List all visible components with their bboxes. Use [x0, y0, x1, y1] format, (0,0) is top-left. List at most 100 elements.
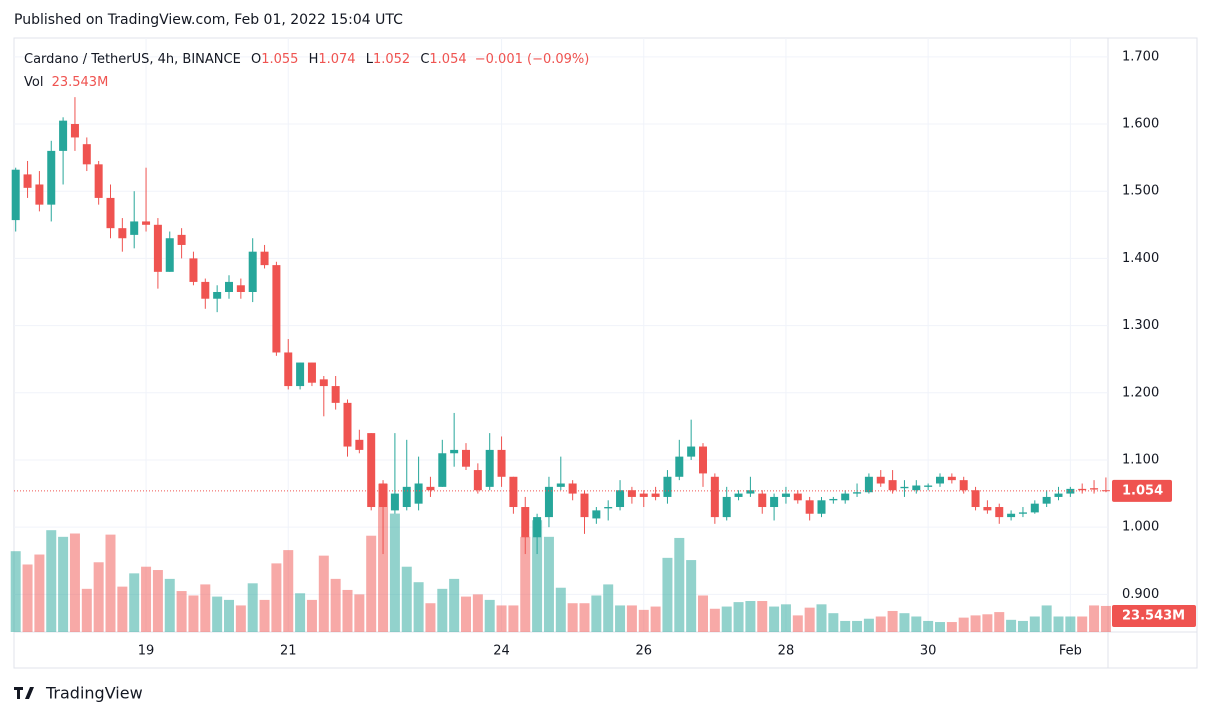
legend-line: Cardano / TetherUS, 4h, BINANCE O1.055 H…: [24, 52, 589, 67]
candle-body: [853, 492, 862, 494]
candle-body: [592, 510, 601, 519]
candle-body: [11, 169, 20, 221]
candle-body: [604, 507, 613, 509]
volume-bar: [615, 605, 626, 632]
volume-bar: [935, 622, 945, 632]
candle-body: [1090, 488, 1099, 490]
x-tick-label: 26: [635, 644, 652, 659]
candle-body: [675, 456, 684, 477]
volume-bar: [259, 599, 270, 632]
candle-body: [924, 485, 933, 487]
legend-o: O: [251, 52, 261, 67]
candle-body: [770, 496, 779, 508]
candle-body: [473, 470, 482, 491]
candle-body: [94, 164, 103, 198]
volume-bar: [1029, 616, 1040, 632]
chart-frame: [13, 37, 1198, 669]
volume-bar: [461, 596, 471, 632]
volume-bar: [413, 582, 424, 632]
volume-bar: [472, 594, 483, 632]
volume-bar: [816, 604, 827, 632]
candle-body: [390, 493, 399, 511]
candle-body: [35, 184, 44, 205]
candle-body: [438, 453, 447, 487]
volume-bar: [318, 555, 329, 632]
candle-body: [355, 439, 364, 450]
candle-body: [260, 251, 269, 266]
candle-body: [580, 493, 589, 518]
volume-bar: [555, 587, 566, 632]
candle-body: [70, 124, 79, 138]
legend-high: 1.074: [318, 52, 355, 67]
y-tick-label: 1.400: [1122, 251, 1159, 266]
candle-body: [521, 507, 530, 538]
volume-bar: [306, 599, 317, 632]
volume-bar: [1041, 605, 1052, 632]
volume-bar: [105, 534, 116, 632]
volume-bar: [532, 520, 543, 632]
candle-body: [307, 362, 316, 383]
candle-body: [142, 221, 151, 225]
volume-bar: [141, 566, 152, 632]
legend-symbol: Cardano / TetherUS, 4h, BINANCE: [24, 52, 241, 67]
volume-bar: [638, 609, 649, 632]
volume-bar: [93, 562, 104, 632]
volume-bar: [579, 603, 590, 632]
volume-bar: [10, 551, 21, 632]
volume-bar: [366, 535, 377, 632]
volume-bar: [982, 614, 993, 632]
volume-bar: [650, 606, 661, 632]
volume-bar: [283, 550, 294, 632]
legend-open: 1.055: [261, 52, 298, 67]
volume-bar: [745, 601, 756, 632]
candle-body: [402, 486, 411, 508]
candle-body: [47, 150, 56, 205]
legend-vol-value: 23.543M: [52, 75, 109, 90]
candle-body: [343, 402, 352, 447]
volume-bar: [496, 605, 507, 632]
volume-bar: [686, 560, 697, 632]
volume-bar: [1089, 605, 1100, 632]
candle-body: [936, 476, 944, 484]
volume-bar: [425, 603, 436, 632]
candle-body: [284, 352, 293, 387]
candle-body: [213, 291, 222, 299]
volume-bar: [81, 588, 92, 632]
x-tick-label: 19: [138, 644, 155, 659]
candle-body: [1042, 496, 1051, 504]
candle-body: [509, 476, 518, 508]
candle-body: [746, 490, 755, 494]
x-tick-label: 24: [493, 644, 510, 659]
volume-bar: [164, 578, 175, 632]
candle-body: [568, 483, 577, 494]
last-price-badge: [1112, 479, 1172, 502]
candle-body: [177, 234, 186, 245]
candle-body: [331, 386, 340, 403]
y-tick-label: 1.000: [1122, 520, 1159, 535]
volume-bar: [1100, 605, 1111, 632]
volume-bar: [1006, 619, 1017, 632]
candle-body: [59, 120, 68, 151]
volume-bar: [567, 603, 578, 632]
candle-body: [296, 362, 305, 387]
volume-bar: [188, 595, 199, 632]
candle-body: [876, 476, 885, 484]
candle-body: [959, 480, 968, 491]
volume-bar: [911, 616, 922, 632]
x-tick-label: Feb: [1059, 644, 1082, 659]
y-tick-label: 1.100: [1122, 452, 1159, 467]
volume-bar: [200, 584, 211, 632]
volume-bar: [235, 605, 246, 632]
volume-bar: [224, 599, 234, 632]
candle-body: [414, 483, 423, 504]
last-volume-label: 23.543M: [1122, 608, 1185, 623]
volume-bar: [721, 606, 732, 632]
candle-body: [201, 281, 210, 299]
candle-body: [23, 174, 32, 188]
volume-bar: [1053, 616, 1064, 632]
candle-body: [734, 493, 743, 497]
legend-vol-name: Vol: [24, 75, 43, 90]
legend-change: −0.001 (−0.09%): [475, 52, 590, 67]
volume-bar: [176, 591, 187, 632]
